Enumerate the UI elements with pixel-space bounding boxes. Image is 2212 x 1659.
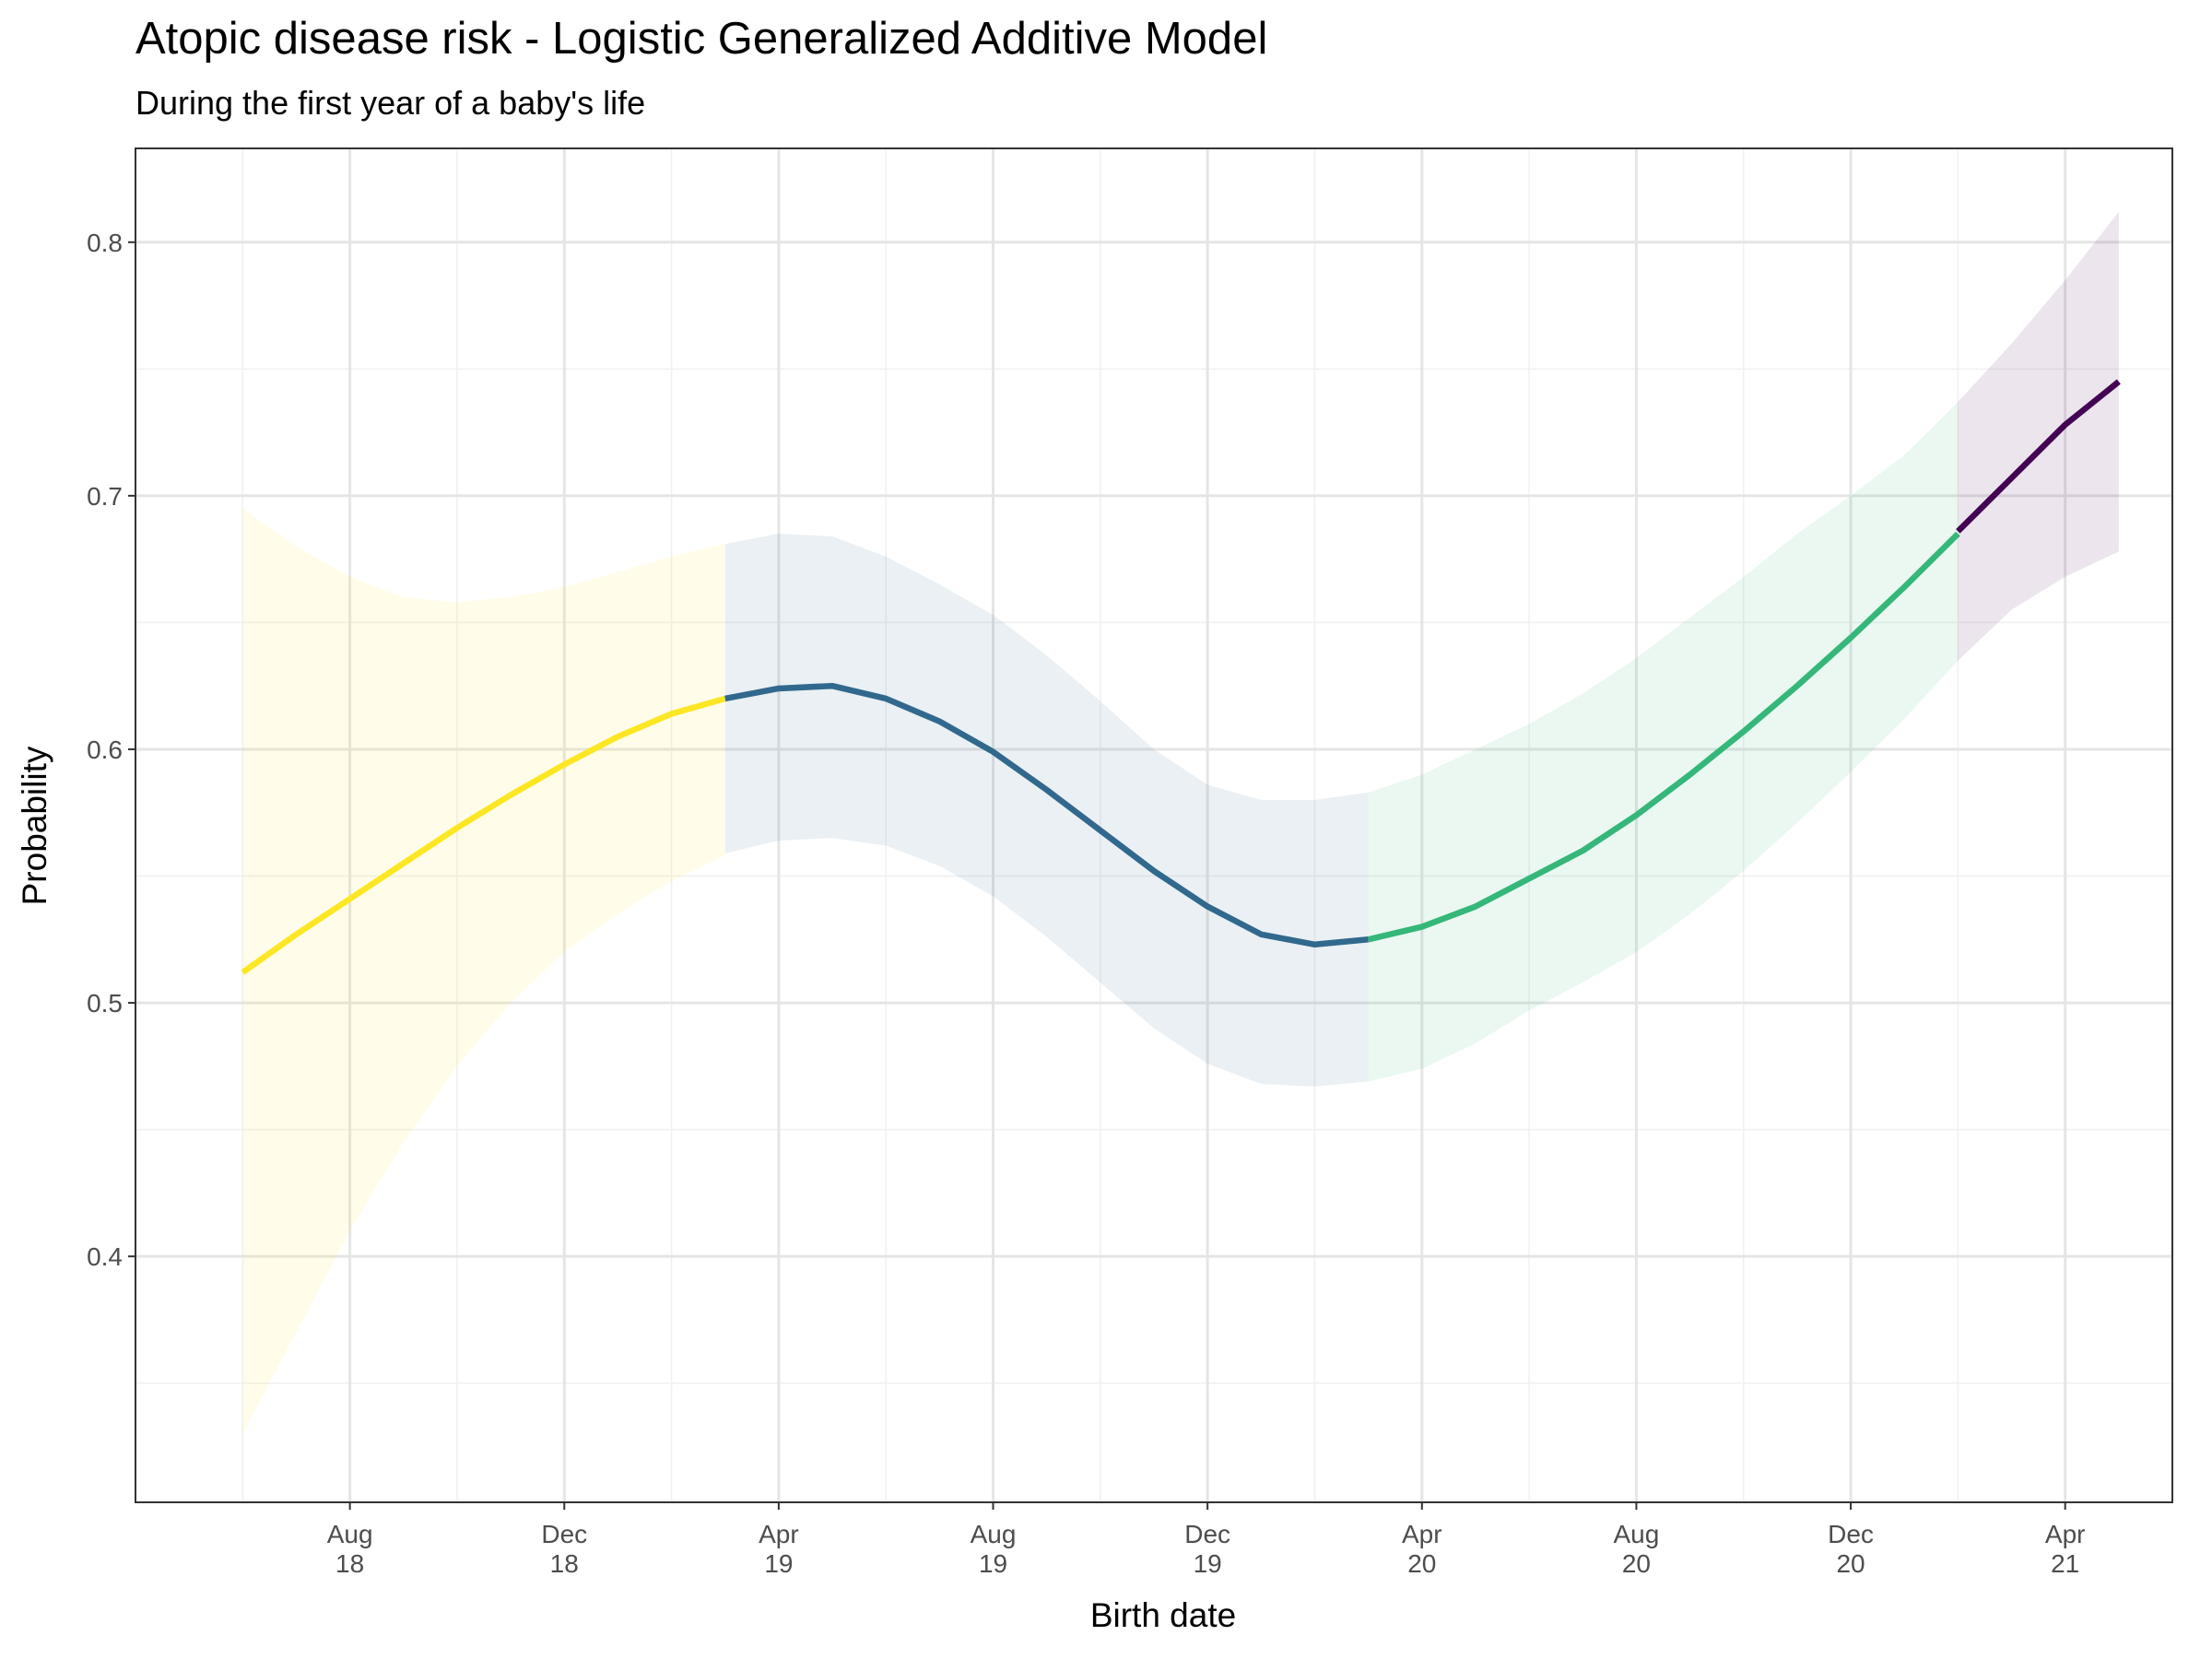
x-tick-label: Aug 18 — [327, 1520, 373, 1578]
x-tick-label: Apr 21 — [2045, 1520, 2086, 1578]
x-tick-label: Aug 20 — [1614, 1520, 1660, 1578]
y-axis-title: Probability — [16, 746, 53, 905]
x-axis-title: Birth date — [1090, 1596, 1236, 1634]
line — [241, 695, 726, 975]
x-tick-label: Apr 20 — [1402, 1520, 1442, 1578]
panel-border — [135, 147, 2173, 1503]
line — [1956, 379, 2121, 534]
line — [1367, 531, 1960, 943]
chart-subtitle: During the first year of a baby's life — [135, 84, 645, 122]
confidence-band — [242, 508, 725, 1434]
x-tick-label: Dec 20 — [1828, 1520, 1874, 1578]
y-tick-label: 0.8 — [87, 229, 123, 257]
chart-title: Atopic disease risk - Logistic Generaliz… — [135, 14, 1267, 64]
y-tick-label: 0.5 — [87, 989, 123, 1018]
y-tick-label: 0.4 — [87, 1242, 123, 1271]
x-tick-label: Apr 19 — [759, 1520, 799, 1578]
line — [724, 682, 1369, 948]
x-tick-label: Aug 19 — [971, 1520, 1017, 1578]
y-tick-label: 0.7 — [87, 482, 123, 511]
confidence-band — [1368, 402, 1959, 1082]
x-tick-label: Dec 19 — [1184, 1520, 1230, 1578]
confidence-band — [724, 534, 1369, 1087]
x-tick-label: Dec 18 — [541, 1520, 587, 1578]
confidence-band — [1958, 211, 2119, 661]
y-tick-label: 0.6 — [87, 735, 123, 764]
